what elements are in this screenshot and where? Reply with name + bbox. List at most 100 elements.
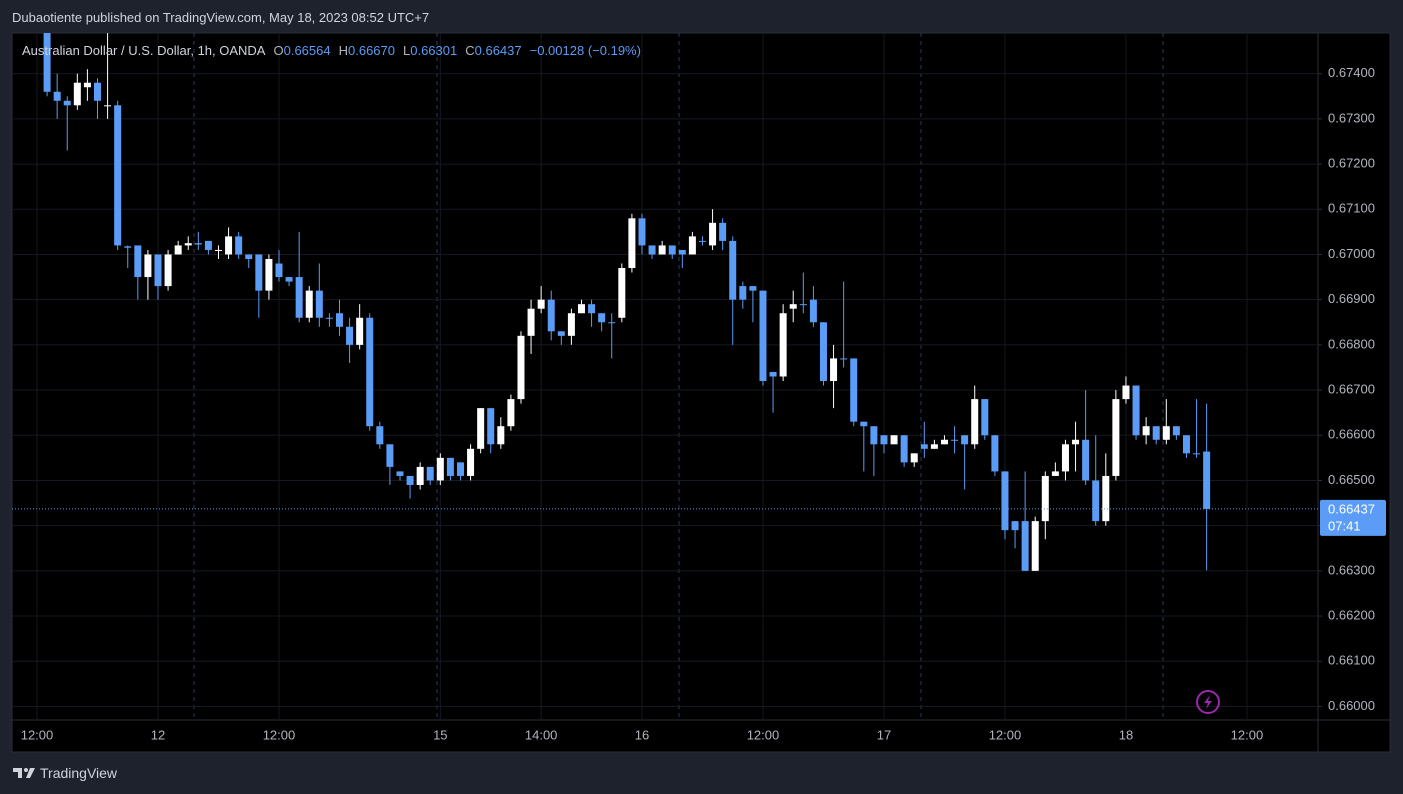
candle-body bbox=[376, 426, 384, 445]
alert-icon[interactable] bbox=[1196, 690, 1220, 714]
price-change: −0.00128 (−0.19%) bbox=[529, 43, 641, 58]
candle-body bbox=[265, 258, 273, 291]
tradingview-logo bbox=[13, 768, 35, 778]
candle-body bbox=[961, 435, 969, 445]
candle-body bbox=[537, 299, 545, 309]
candle-body bbox=[991, 435, 999, 472]
candle-body bbox=[93, 82, 101, 101]
y-tick-label: 0.66000 bbox=[1328, 698, 1375, 713]
candle-body bbox=[53, 91, 61, 101]
candle-body bbox=[456, 462, 464, 476]
x-tick-label: 12:00 bbox=[747, 727, 780, 742]
candle-body bbox=[799, 304, 807, 306]
candle-body bbox=[668, 245, 676, 255]
candle-body bbox=[1182, 435, 1190, 454]
candle-body bbox=[214, 249, 222, 251]
candle-body bbox=[416, 466, 424, 485]
last-price-label: 0.66437 bbox=[1328, 501, 1375, 516]
candle-body bbox=[255, 254, 263, 291]
candle-body bbox=[971, 399, 979, 445]
candle-body bbox=[335, 313, 343, 327]
candle-body bbox=[1172, 426, 1180, 436]
candle-body bbox=[1082, 439, 1090, 481]
candle-body bbox=[154, 254, 162, 287]
candle-body bbox=[275, 263, 283, 278]
candle-body bbox=[648, 245, 656, 255]
candle-body bbox=[1041, 475, 1049, 522]
x-tick-label: 17 bbox=[877, 727, 891, 742]
y-tick-label: 0.66500 bbox=[1328, 472, 1375, 487]
symbol-name: Australian Dollar / U.S. Dollar, 1h, OAN… bbox=[22, 43, 266, 58]
candle-body bbox=[608, 322, 616, 324]
candle-body bbox=[1051, 471, 1059, 476]
ohlc-value: 0.66670 bbox=[348, 43, 395, 58]
x-tick-label: 12:00 bbox=[21, 727, 54, 742]
candle-body bbox=[830, 358, 838, 382]
candle-body bbox=[567, 313, 575, 336]
x-tick-label: 18 bbox=[1119, 727, 1133, 742]
candle-body bbox=[930, 444, 938, 449]
candle-body bbox=[547, 299, 555, 332]
candle-body bbox=[698, 240, 706, 242]
candle-body bbox=[1102, 475, 1110, 522]
candle-body bbox=[1061, 444, 1069, 472]
candle-body bbox=[1031, 521, 1039, 571]
candle-body bbox=[638, 218, 646, 246]
candle-body bbox=[285, 277, 293, 282]
candle-body bbox=[557, 331, 565, 336]
candle-body bbox=[517, 335, 525, 400]
candle-body bbox=[124, 246, 132, 248]
candle-body bbox=[1072, 439, 1080, 445]
candle-body bbox=[497, 426, 505, 445]
candle-body bbox=[164, 254, 172, 287]
candle-body bbox=[1152, 426, 1160, 440]
candle-body bbox=[144, 254, 152, 278]
candle-body bbox=[225, 236, 233, 255]
candle-body bbox=[678, 249, 686, 255]
y-tick-label: 0.67100 bbox=[1328, 201, 1375, 216]
candle-body bbox=[1142, 426, 1150, 436]
candle-body bbox=[588, 304, 596, 314]
brand: TradingView bbox=[40, 765, 118, 781]
candle-body bbox=[1112, 399, 1120, 476]
x-tick-label: 15 bbox=[433, 727, 447, 742]
candle-body bbox=[658, 245, 666, 255]
y-tick-label: 0.66600 bbox=[1328, 427, 1375, 442]
ohlc-key: C bbox=[465, 43, 475, 58]
y-tick-label: 0.66300 bbox=[1328, 562, 1375, 577]
candle-body bbox=[749, 286, 757, 291]
candle-body bbox=[295, 277, 303, 318]
y-tick-label: 0.67400 bbox=[1328, 65, 1375, 80]
candle-body bbox=[900, 435, 908, 463]
candle-body bbox=[739, 286, 747, 300]
candles bbox=[43, 33, 1211, 571]
candle-body bbox=[245, 254, 253, 259]
x-tick-label: 12 bbox=[151, 727, 165, 742]
candle-body bbox=[396, 471, 404, 476]
candle-body bbox=[1162, 426, 1170, 440]
candle-body bbox=[356, 317, 364, 345]
candle-body bbox=[981, 399, 989, 436]
candle-body bbox=[840, 358, 848, 360]
candle-body bbox=[114, 105, 122, 246]
candle-body bbox=[204, 240, 212, 250]
x-tick-label: 12:00 bbox=[1231, 727, 1264, 742]
candle-body bbox=[426, 466, 434, 481]
candle-body bbox=[43, 33, 51, 92]
candle-body bbox=[63, 100, 71, 106]
candle-body bbox=[1092, 480, 1100, 522]
candle-body bbox=[709, 222, 717, 246]
candle-body bbox=[305, 290, 313, 318]
candle-body bbox=[910, 453, 918, 463]
candle-body bbox=[235, 236, 243, 255]
candle-body bbox=[467, 448, 475, 476]
candle-body bbox=[507, 399, 515, 427]
y-tick-label: 0.66100 bbox=[1328, 653, 1375, 668]
candle-body bbox=[729, 240, 737, 300]
candle-body bbox=[951, 439, 959, 441]
ohlc-value: 0.66437 bbox=[474, 43, 522, 58]
x-tick-label: 14:00 bbox=[525, 727, 558, 742]
ohlc-key: H bbox=[338, 43, 348, 58]
candle-body bbox=[850, 358, 858, 422]
candle-body bbox=[1122, 385, 1130, 400]
